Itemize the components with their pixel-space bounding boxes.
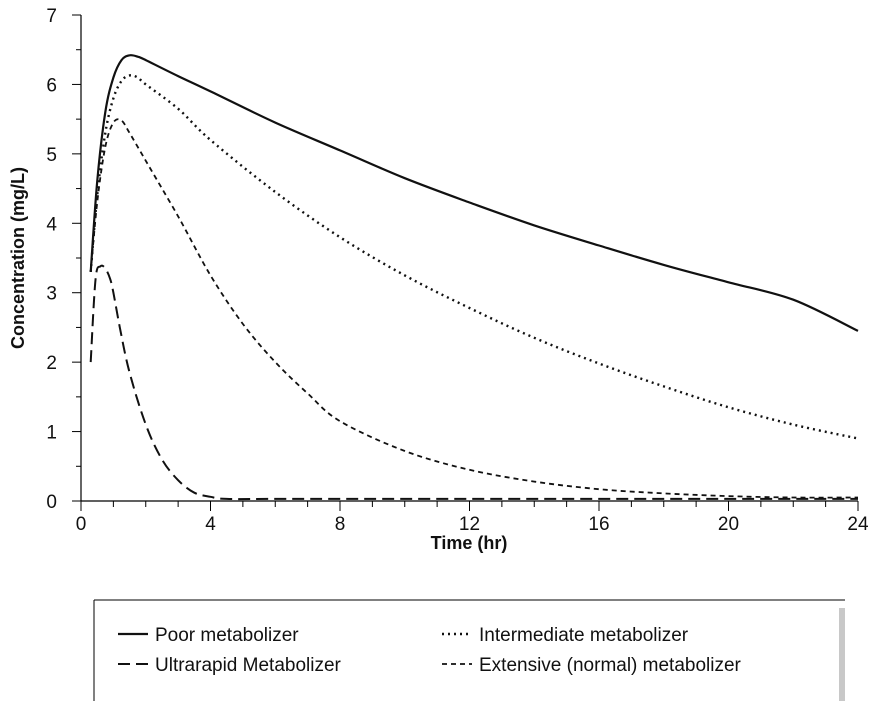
- y-axis-title: Concentration (mg/L): [8, 167, 28, 349]
- series-line-3: [89, 118, 859, 499]
- x-ticks: 0 4 8 12 16 20 24: [76, 501, 869, 535]
- series-line-1: [89, 74, 859, 440]
- y-tick-label: 7: [46, 6, 57, 27]
- x-tick-label: 0: [76, 514, 87, 535]
- series-layer: [89, 54, 859, 501]
- x-tick-label: 4: [205, 514, 216, 535]
- series-line-0: [89, 54, 859, 332]
- legend: Poor metabolizer Intermediate metabolizer…: [93, 599, 845, 701]
- legend-label-1: Intermediate metabolizer: [479, 625, 689, 646]
- legend-items: Poor metabolizer Intermediate metabolizer…: [118, 625, 742, 676]
- x-tick-label: 20: [718, 514, 739, 535]
- legend-label-3: Extensive (normal) metabolizer: [479, 655, 742, 676]
- y-tick-label: 0: [46, 492, 57, 513]
- x-tick-label: 12: [459, 514, 480, 535]
- x-axis-title: Time (hr): [431, 533, 508, 553]
- y-tick-label: 2: [46, 353, 57, 374]
- x-tick-label: 24: [847, 514, 869, 535]
- x-tick-label: 8: [335, 514, 346, 535]
- y-tick-label: 4: [46, 214, 57, 235]
- legend-label-2: Ultrarapid Metabolizer: [155, 655, 342, 676]
- y-tick-label: 1: [46, 423, 57, 444]
- axes: [80, 15, 858, 502]
- y-ticks: 0 1 2 3 4 5 6 7: [46, 6, 81, 513]
- y-tick-label: 3: [46, 284, 57, 305]
- y-tick-label: 6: [46, 75, 57, 96]
- legend-box-shadow: [839, 608, 845, 701]
- series-line-2: [89, 264, 858, 501]
- y-tick-label: 5: [46, 145, 57, 166]
- x-tick-label: 16: [588, 514, 609, 535]
- legend-label-0: Poor metabolizer: [155, 625, 299, 646]
